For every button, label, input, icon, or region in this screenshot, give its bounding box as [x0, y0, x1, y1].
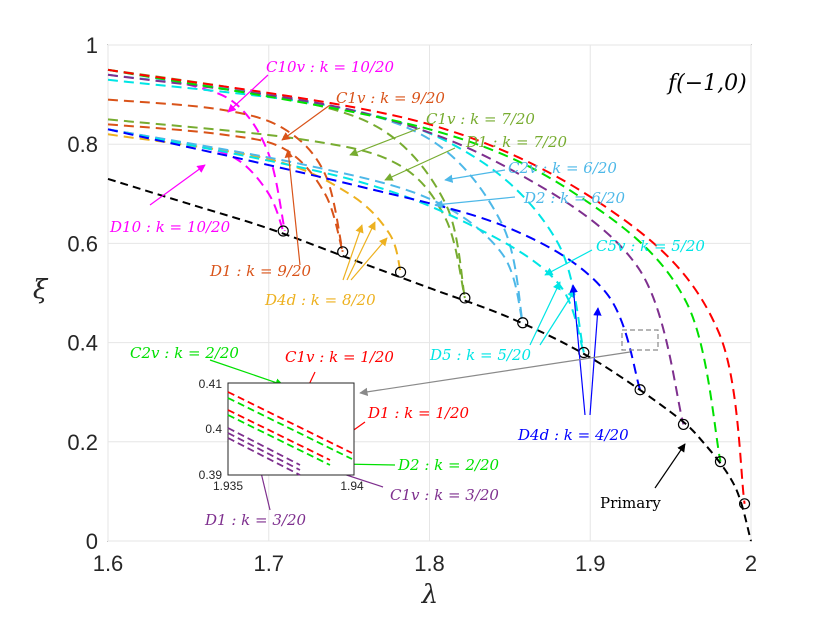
series-line-1 [107, 128, 285, 232]
series-line-5 [107, 68, 466, 299]
arrow-c1v-7 [349, 127, 421, 157]
arrow-c1v-9 [281, 104, 331, 141]
inset-xtick-1935: 1.935 [213, 479, 243, 493]
arrow-d5-5a [529, 281, 561, 346]
primary-branch-line [107, 177, 752, 542]
label-d1-9: D1 : k = 9/20 [209, 262, 311, 280]
arrow-c5v-5 [544, 249, 593, 276]
x-tick-label: 2 [745, 551, 757, 576]
arrow-d4d-8c [350, 237, 388, 281]
y-tick-label: 0 [86, 529, 98, 554]
inset-line-purple-1 [227, 427, 301, 466]
figure-label: f(−1,0) [666, 71, 747, 96]
zoom-region-box [621, 329, 659, 351]
bifurcation-point [337, 246, 349, 258]
arrow-d4d-4a [569, 284, 586, 416]
y-axis-label: ξ [33, 275, 49, 305]
inset-ytick-040: 0.4 [205, 422, 222, 436]
y-tick-label: 0.4 [67, 331, 98, 356]
arrow-c10v-10 [227, 74, 269, 113]
bifurcation-points [277, 225, 751, 510]
label-c1v-3: C1v : k = 3/20 [390, 486, 499, 504]
label-d4d-8: D4d : k = 8/20 [264, 291, 376, 309]
grid [107, 44, 752, 542]
series-line-13 [107, 68, 722, 462]
label-d2-2: D2 : k = 2/20 [397, 456, 499, 474]
inset-xtick-194: 1.94 [340, 479, 364, 493]
arrow-c2v-6 [444, 169, 506, 183]
bifurcation-point [714, 456, 727, 468]
series-line-14 [107, 68, 746, 504]
series-line-12 [107, 73, 685, 425]
inset-ytick-041: 0.41 [199, 377, 223, 391]
label-d5-5: D5 : k = 5/20 [429, 346, 531, 364]
arrow-d2-6 [434, 196, 516, 209]
label-c2v-2: C2v : k = 2/20 [130, 344, 239, 362]
label-c1v-1: C1v : k = 1/20 [285, 348, 394, 366]
series-line-9 [107, 78, 585, 353]
inset-line-purple-2 [227, 432, 301, 471]
x-tick-label: 1.8 [414, 551, 445, 576]
arrow-d1-7 [384, 147, 456, 181]
label-d2-6: D2 : k = 6/20 [523, 189, 625, 207]
primary-label: Primary [600, 494, 661, 512]
x-axis-ticks: 1.6 1.7 1.8 1.9 2 [93, 551, 757, 576]
x-axis-label: λ [421, 580, 438, 610]
series-line-7 [107, 73, 524, 324]
series-line-6 [107, 118, 466, 299]
bifurcation-point [634, 384, 646, 396]
x-tick-label: 1.6 [93, 551, 124, 576]
y-axis-ticks: 0 0.2 0.4 0.6 0.8 1 [67, 33, 98, 554]
y-tick-label: 1 [86, 33, 98, 58]
bifurcation-point [394, 266, 407, 278]
inset-ytick-039: 0.39 [199, 468, 223, 482]
arrow-d10-10 [149, 164, 206, 206]
series-group [107, 68, 746, 504]
label-c2v-6: C2v : k = 6/20 [508, 159, 617, 177]
label-c1v-9: C1v : k = 9/20 [336, 89, 445, 107]
arrow-d4d-8a [342, 224, 364, 281]
series-line-11 [107, 128, 642, 391]
y-tick-label: 0.2 [67, 430, 98, 455]
label-c5v-5: C5v : k = 5/20 [596, 237, 705, 255]
label-d1-3: D1 : k = 3/20 [204, 511, 306, 529]
label-d1-7: D1 : k = 7/20 [465, 133, 567, 151]
label-d4d-4: D4d : k = 4/20 [517, 426, 629, 444]
inset-line-red-top [227, 391, 353, 454]
inset-line-green-mid [227, 414, 331, 466]
arrow-d1-9 [284, 149, 301, 266]
inset-line-red-mid [227, 409, 331, 461]
arrow-c2v-2 [209, 359, 284, 387]
annotation-arrows [149, 74, 686, 511]
x-tick-label: 1.9 [575, 551, 606, 576]
inset-chart: 0.41 0.4 0.39 1.935 1.94 [199, 377, 364, 493]
arrow-primary [654, 443, 686, 489]
y-tick-label: 0.8 [67, 132, 98, 157]
arrow-d4d-4b [589, 307, 602, 416]
series-line-8 [107, 128, 524, 324]
y-tick-label: 0.6 [67, 231, 98, 256]
arrow-d4d-8b [346, 221, 376, 281]
bifurcation-point [459, 292, 471, 304]
inset-lines [227, 391, 353, 476]
bifurcation-point [517, 317, 529, 329]
x-tick-label: 1.7 [253, 551, 284, 576]
bifurcation-point [677, 418, 690, 431]
bifurcation-point [738, 498, 751, 510]
bifurcation-point [277, 225, 289, 237]
label-c1v-7: C1v : k = 7/20 [426, 110, 535, 128]
series-line-10 [107, 128, 585, 353]
arrow-d5-5b [539, 289, 576, 346]
arrow-gray-to-inset [359, 351, 631, 397]
series-line-2 [107, 98, 344, 253]
inset-line-green-top [227, 397, 353, 460]
inset-line-purple-3 [227, 437, 301, 476]
label-d1-1: D1 : k = 1/20 [367, 404, 469, 422]
label-d10-10: D10 : k = 10/20 [109, 218, 231, 236]
label-c10v-10: C10v : k = 10/20 [266, 58, 395, 76]
